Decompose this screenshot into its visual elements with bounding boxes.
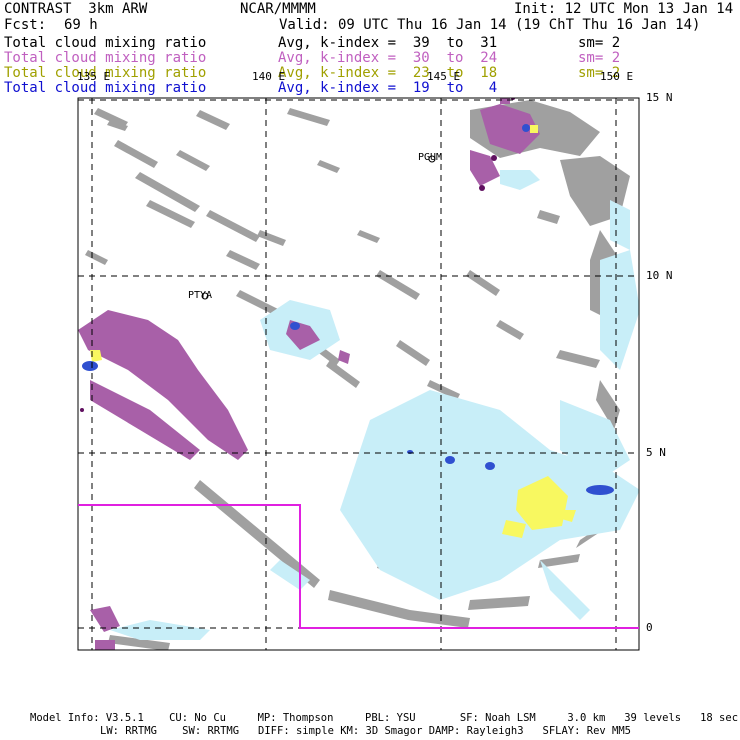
model-info-line-1: Model Info: V3.5.1 CU: No Cu MP: Thompso… [30,712,739,724]
forecast-label: Fcst: [4,17,47,33]
lat-label-5n: 5 N [646,446,666,459]
forecast-hour: 69 h [64,17,98,33]
station-markers [201,155,436,300]
lon-label-135: 135 E [77,70,111,83]
map-frame [77,97,640,651]
station-marker-ptya [201,292,209,300]
lon-label-150: 150 E [600,70,634,83]
blue-cloud-cores [82,124,614,495]
lon-label-140: 140 E [252,70,286,83]
lon-label-145: 145 E [427,70,461,83]
lat-label-10n: 10 N [646,269,673,282]
field-1-sm: sm= 2 [578,35,621,51]
inner-domain-boundary [78,504,639,629]
lightblue-cloud-areas [110,170,639,640]
init-time: Init: 12 UTC Mon 13 Jan 14 [514,1,734,17]
yellow-cloud-areas [90,125,576,538]
field-1-range: Avg, k-index = 39 to 31 [278,35,498,51]
field-4-range: Avg, k-index = 19 to 4 [278,80,498,96]
org-label: NCAR/MMMM [240,1,316,17]
field-2-name: Total cloud mixing ratio [4,50,207,66]
station-label-pgum: PGUM [418,152,443,163]
cloud-field-layer [78,98,639,650]
station-label-ptya: PTYA [188,290,213,301]
model-info-line-2: LW: RRTMG SW: RRTMG DIFF: simple KM: 3D … [100,725,632,737]
station-marker-pgum [428,155,436,163]
model-title: CONTRAST 3km ARW [4,1,148,17]
field-3-sm: sm= 2 [578,65,621,81]
purple-cloud-areas [78,98,540,650]
field-3-name: Total cloud mixing ratio [4,65,207,81]
field-1-name: Total cloud mixing ratio [4,35,207,51]
field-2-sm: sm= 2 [578,50,621,66]
field-4-name: Total cloud mixing ratio [4,80,207,96]
lat-label-15n: 15 N [646,91,673,104]
field-2-range: Avg, k-index = 30 to 24 [278,50,498,66]
valid-time: Valid: 09 UTC Thu 16 Jan 14 (19 ChT Thu … [279,17,701,33]
field-3-range: Avg, k-index = 23 to 18 [278,65,498,81]
lat-label-0: 0 [646,621,653,634]
